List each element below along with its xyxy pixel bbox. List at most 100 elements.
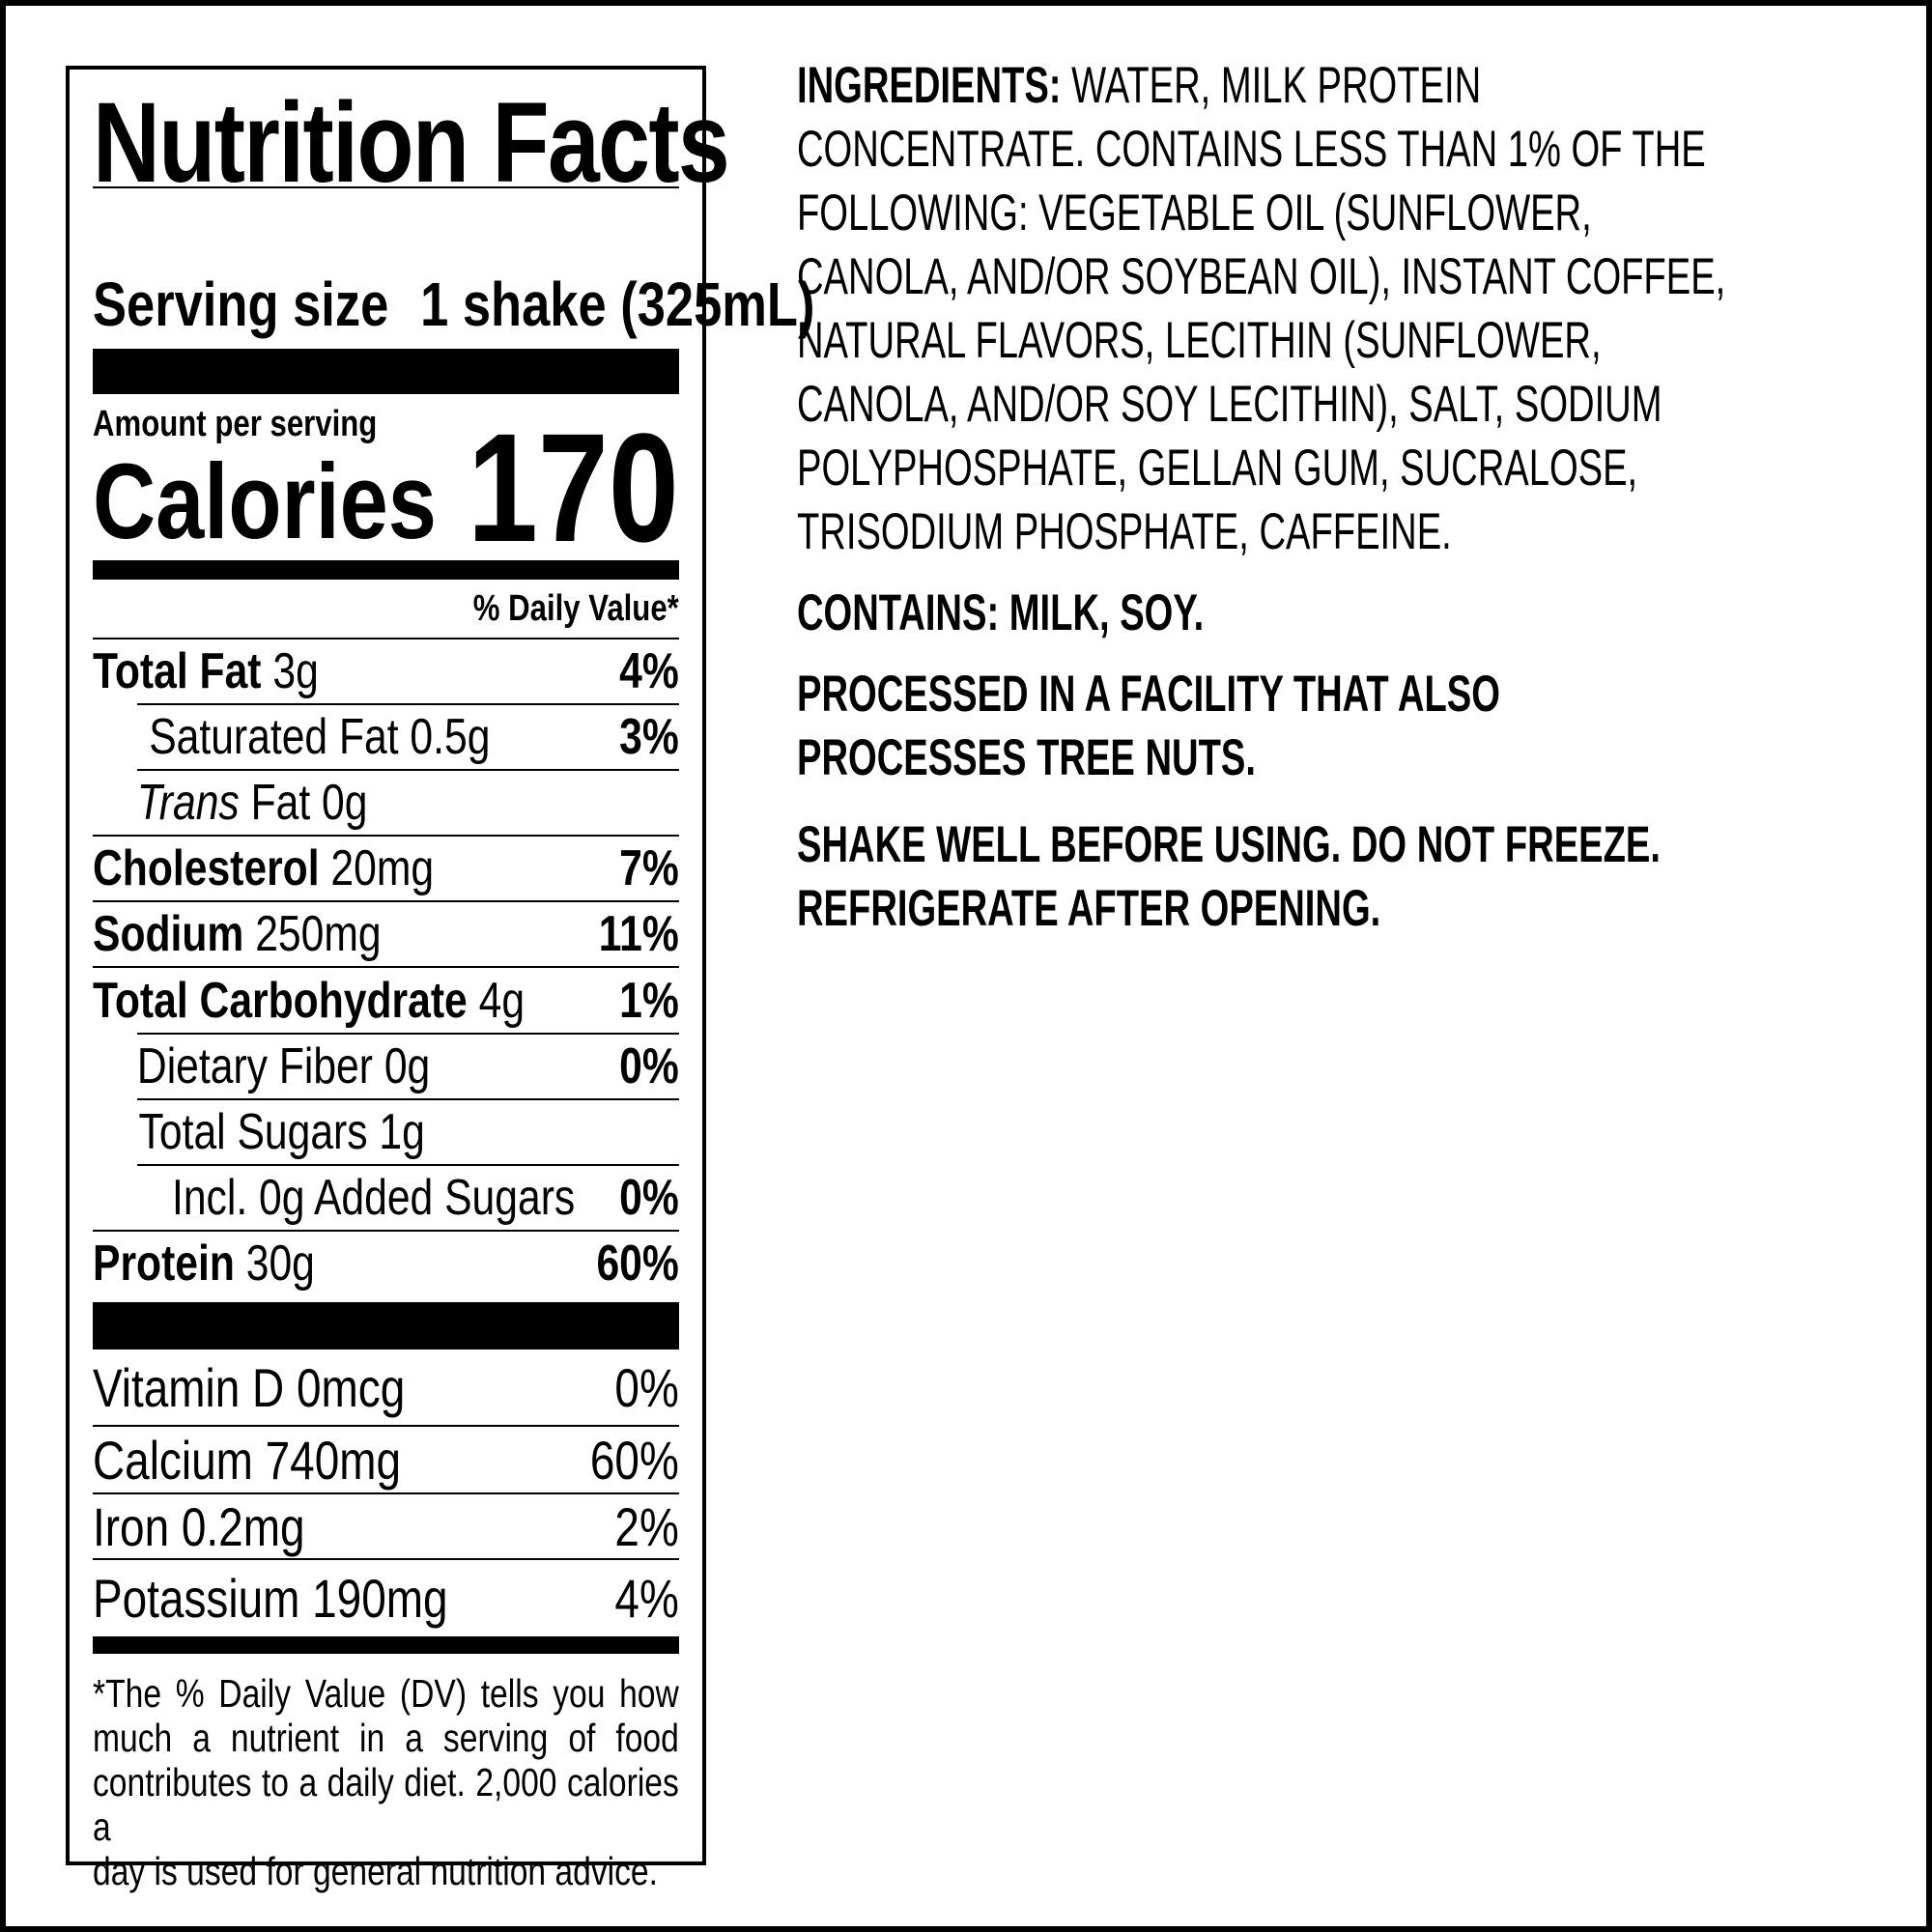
daily-value-header: % Daily Value*: [93, 584, 679, 633]
vitamin-dv: 60%: [589, 1429, 679, 1491]
nutrient-row: Total Sugars 1g: [93, 1099, 679, 1165]
thick-divider: [93, 560, 679, 580]
nutrient-name: Dietary Fiber 0g: [137, 1037, 430, 1095]
nutrient-row: Dietary Fiber 0g 0%: [93, 1034, 679, 1099]
footnote-line: day is used for general nutrition advice…: [93, 1849, 658, 1893]
footnote-line: much a nutrient in a serving of food: [93, 1716, 679, 1760]
nutrient-label: Cholesterol: [93, 840, 320, 897]
facility-statement: PROCESSED IN A FACILITY THAT ALSO PROCES…: [797, 663, 1500, 790]
nutrient-name: Sodium 250mg: [93, 905, 382, 963]
divider: [93, 1425, 679, 1427]
footnote-line: *The % Daily Value (DV) tells you how: [93, 1671, 679, 1716]
ingredients-line: POLYPHOSPHATE, GELLAN GUM, SUCRALOSE,: [797, 440, 1638, 497]
vitamin-dv: 0%: [614, 1357, 679, 1418]
nutrient-name: Total Sugars 1g: [139, 1103, 425, 1161]
vitamin-name: Potassium 190mg: [93, 1567, 448, 1629]
nutrient-label: Total Fat: [93, 643, 262, 699]
nutrient-label: Incl. 0g Added Sugars: [172, 1169, 576, 1226]
nutrient-amount: 30g: [245, 1235, 315, 1292]
ingredients-line: CONCENTRATE. CONTAINS LESS THAN 1% OF TH…: [797, 121, 1706, 178]
nutrient-name: Saturated Fat 0.5g: [149, 708, 490, 766]
divider: [93, 900, 679, 903]
storage-line: REFRIGERATE AFTER OPENING.: [797, 880, 1381, 937]
vitamin-row: Vitamin D 0mcg 0%: [93, 1350, 679, 1426]
nutrient-amount: 4g: [478, 972, 526, 1029]
nutrient-amount: 20mg: [330, 840, 435, 897]
thick-divider: [93, 1636, 679, 1654]
nutrient-name: Cholesterol 20mg: [93, 839, 434, 897]
divider: [93, 638, 679, 639]
vitamin-row: Potassium 190mg 4%: [93, 1559, 679, 1636]
nutrient-row: Cholesterol 20mg 7%: [93, 836, 679, 901]
allergen-statement: CONTAINS: MILK, SOY.: [797, 584, 1205, 641]
footnote-line: contributes to a daily diet. 2,000 calor…: [93, 1760, 679, 1849]
nutrient-label: Total Sugars: [138, 1103, 368, 1160]
nutrient-name: Trans Fat 0g: [137, 774, 368, 832]
nutrient-dv: 4%: [619, 643, 679, 699]
nutrient-name: Protein 30g: [93, 1235, 315, 1293]
divider: [93, 1492, 679, 1494]
thick-divider: [93, 1302, 679, 1350]
vitamin-name: Iron 0.2mg: [93, 1495, 305, 1557]
facility-line: PROCESSES TREE NUTS.: [797, 729, 1256, 786]
divider: [93, 1229, 679, 1232]
nutrient-dv: 7%: [619, 840, 679, 897]
ingredients-heading: INGREDIENTS:: [797, 57, 1062, 114]
nutrient-row: Sodium 250mg 11%: [93, 901, 679, 967]
nutrient-row: Trans Fat 0g: [93, 770, 679, 836]
storage-instructions: SHAKE WELL BEFORE USING. DO NOT FREEZE. …: [797, 813, 1661, 941]
ingredients-line: TRISODIUM PHOSPHATE, CAFFEINE.: [797, 503, 1452, 560]
calories-label: Calories: [93, 442, 437, 561]
divider: [93, 1558, 679, 1560]
nutrient-amount: 250mg: [255, 906, 382, 963]
divider: [136, 1032, 679, 1035]
thick-divider: [93, 349, 679, 394]
nutrient-amount: 1g: [379, 1103, 425, 1160]
amount-per-serving: Amount per serving: [93, 404, 378, 444]
nutrient-row: Total Fat 3g 4%: [93, 639, 679, 704]
ingredients-line: NATURAL FLAVORS, LECITHIN (SUNFLOWER,: [797, 312, 1602, 369]
divider: [136, 703, 679, 705]
calories-row: Calories 170: [93, 411, 679, 565]
nutrient-name: Incl. 0g Added Sugars: [172, 1169, 575, 1227]
nutrient-row: Saturated Fat 0.5g 3%: [93, 704, 679, 770]
nutrient-label: Dietary Fiber: [136, 1037, 373, 1094]
serving-size: Serving size 1 shake (325mL): [93, 270, 814, 339]
divider: [93, 186, 679, 188]
vitamin-row: Calcium 740mg 60%: [93, 1426, 679, 1493]
facility-line: PROCESSED IN A FACILITY THAT ALSO: [797, 666, 1500, 723]
dv-header-text: % Daily Value*: [472, 587, 679, 629]
vitamin-dv: 4%: [614, 1567, 679, 1629]
nutrient-dv: 0%: [619, 1169, 679, 1226]
nutrient-name: Total Fat 3g: [93, 642, 319, 700]
nutrient-amount: Fat 0g: [250, 775, 368, 832]
divider: [136, 1097, 679, 1100]
nutrient-row: Incl. 0g Added Sugars 0%: [93, 1165, 679, 1231]
nutrition-facts-title: Nutrition Facts: [93, 79, 730, 207]
ingredients-line: CANOLA, AND/OR SOYBEAN OIL), INSTANT COF…: [797, 248, 1726, 305]
divider: [93, 835, 679, 838]
serving-size-value: 1 shake (325mL): [420, 270, 815, 339]
nutrient-dv: 3%: [619, 709, 679, 766]
vitamin-name: Calcium 740mg: [93, 1429, 402, 1491]
ingredients-line: CANOLA, AND/OR SOY LECITHIN), SALT, SODI…: [797, 376, 1662, 433]
nutrient-label: Total Carbohydrate: [93, 972, 468, 1029]
nutrient-name: Total Carbohydrate 4g: [93, 972, 525, 1030]
nutrient-amount: 0g: [384, 1037, 431, 1094]
vitamin-name: Vitamin D 0mcg: [93, 1357, 406, 1418]
ingredients-line: FOLLOWING: VEGETABLE OIL (SUNFLOWER,: [797, 185, 1592, 242]
divider: [136, 1163, 679, 1166]
nutrient-dv: 1%: [619, 972, 679, 1029]
nutrient-dv: 11%: [598, 906, 679, 963]
serving-size-label: Serving size: [93, 270, 389, 339]
nutrient-label: Trans: [136, 775, 240, 832]
divider: [136, 769, 679, 772]
nutrition-facts-panel: [66, 66, 706, 1865]
ingredients-line: WATER, MILK PROTEIN: [1061, 57, 1482, 114]
footnote: *The % Daily Value (DV) tells you how mu…: [93, 1671, 679, 1893]
nutrient-dv: 60%: [596, 1235, 679, 1292]
ingredients: INGREDIENTS: WATER, MILK PROTEIN CONCENT…: [797, 54, 1725, 564]
vitamin-dv: 2%: [614, 1495, 679, 1557]
nutrient-amount: 0.5g: [410, 709, 491, 766]
